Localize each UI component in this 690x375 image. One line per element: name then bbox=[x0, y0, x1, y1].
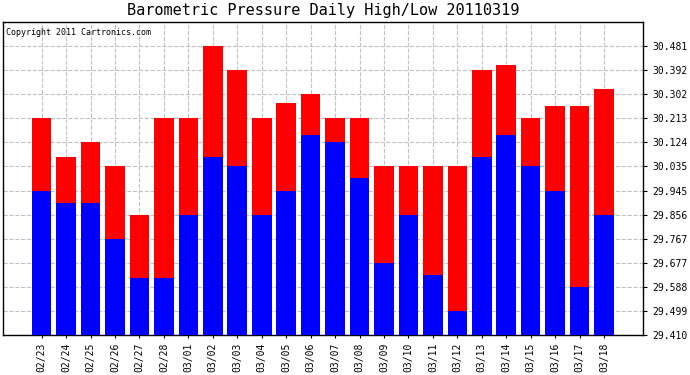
Bar bbox=[228, 70, 247, 335]
Bar bbox=[57, 203, 76, 335]
Bar bbox=[106, 166, 125, 335]
Bar bbox=[301, 135, 320, 335]
Bar bbox=[32, 118, 52, 335]
Bar bbox=[154, 278, 174, 335]
Bar bbox=[301, 94, 320, 335]
Title: Barometric Pressure Daily High/Low 20110319: Barometric Pressure Daily High/Low 20110… bbox=[127, 3, 519, 18]
Bar bbox=[497, 65, 516, 335]
Bar bbox=[497, 135, 516, 335]
Bar bbox=[228, 166, 247, 335]
Bar bbox=[448, 311, 467, 335]
Bar bbox=[594, 214, 614, 335]
Bar bbox=[179, 214, 198, 335]
Bar bbox=[423, 274, 443, 335]
Bar bbox=[448, 166, 467, 335]
Bar bbox=[521, 166, 540, 335]
Bar bbox=[570, 287, 589, 335]
Bar bbox=[325, 118, 345, 335]
Bar bbox=[203, 158, 223, 335]
Bar bbox=[277, 190, 296, 335]
Bar bbox=[374, 166, 394, 335]
Bar bbox=[106, 239, 125, 335]
Bar bbox=[374, 263, 394, 335]
Bar bbox=[81, 142, 100, 335]
Bar bbox=[545, 106, 565, 335]
Bar bbox=[130, 214, 149, 335]
Bar bbox=[399, 166, 418, 335]
Bar bbox=[545, 190, 565, 335]
Bar bbox=[399, 214, 418, 335]
Bar bbox=[203, 46, 223, 335]
Bar bbox=[277, 103, 296, 335]
Bar bbox=[350, 178, 369, 335]
Bar bbox=[179, 118, 198, 335]
Text: Copyright 2011 Cartronics.com: Copyright 2011 Cartronics.com bbox=[6, 28, 151, 37]
Bar bbox=[350, 118, 369, 335]
Bar bbox=[154, 118, 174, 335]
Bar bbox=[423, 166, 443, 335]
Bar bbox=[252, 118, 271, 335]
Bar bbox=[32, 190, 52, 335]
Bar bbox=[252, 214, 271, 335]
Bar bbox=[325, 142, 345, 335]
Bar bbox=[81, 203, 100, 335]
Bar bbox=[472, 70, 491, 335]
Bar bbox=[57, 158, 76, 335]
Bar bbox=[130, 278, 149, 335]
Bar bbox=[472, 158, 491, 335]
Bar bbox=[570, 106, 589, 335]
Bar bbox=[594, 89, 614, 335]
Bar bbox=[521, 118, 540, 335]
